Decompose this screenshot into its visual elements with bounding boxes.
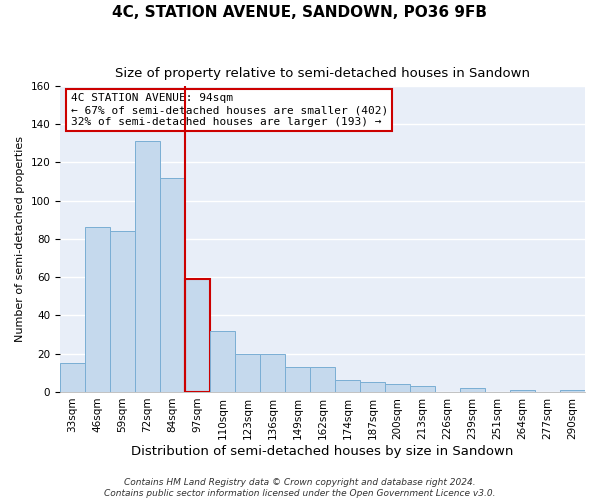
Bar [335,380,360,392]
Bar [85,228,110,392]
Bar [360,382,385,392]
Bar [60,364,85,392]
Text: 4C, STATION AVENUE, SANDOWN, PO36 9FB: 4C, STATION AVENUE, SANDOWN, PO36 9FB [113,5,487,20]
Bar [210,330,235,392]
Title: Size of property relative to semi-detached houses in Sandown: Size of property relative to semi-detach… [115,68,530,80]
Bar [510,390,535,392]
Y-axis label: Number of semi-detached properties: Number of semi-detached properties [15,136,25,342]
Bar [385,384,410,392]
Bar [310,367,335,392]
Bar [460,388,485,392]
Bar [185,279,210,392]
Bar [235,354,260,392]
Bar [285,367,310,392]
Bar [560,390,585,392]
Text: Contains HM Land Registry data © Crown copyright and database right 2024.
Contai: Contains HM Land Registry data © Crown c… [104,478,496,498]
X-axis label: Distribution of semi-detached houses by size in Sandown: Distribution of semi-detached houses by … [131,444,514,458]
Bar [260,354,285,392]
Bar [110,231,135,392]
Text: 4C STATION AVENUE: 94sqm
← 67% of semi-detached houses are smaller (402)
32% of : 4C STATION AVENUE: 94sqm ← 67% of semi-d… [71,94,388,126]
Bar [135,142,160,392]
Bar [160,178,185,392]
Bar [410,386,435,392]
